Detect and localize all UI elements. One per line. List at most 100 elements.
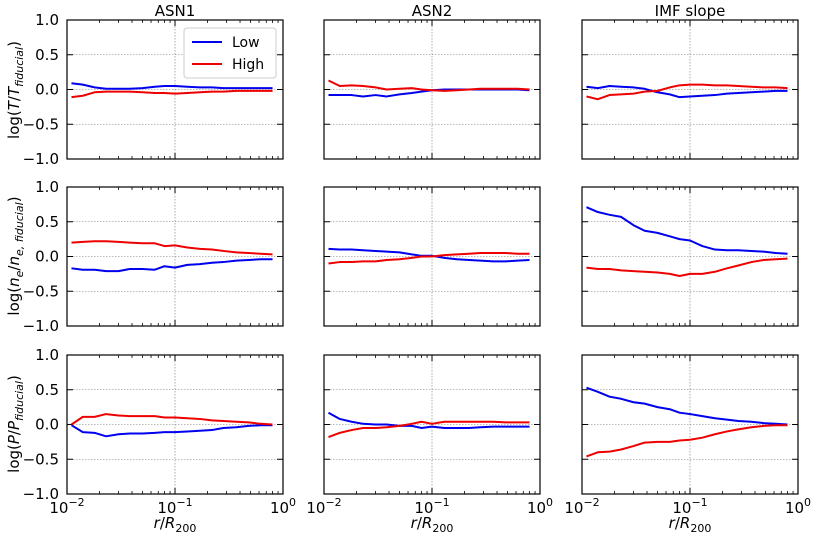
xlabel-asn1-sub: 200 (175, 522, 196, 535)
ylabel-pressure: log(P/Pfiducial) (5, 375, 26, 473)
panel-asn1-temperature-ytick-label: 1.0 (35, 11, 59, 29)
ylabel-temperature-var: T (5, 99, 23, 110)
ylabel-density-var2: n (5, 256, 23, 266)
xlabel-asn1-R: R (165, 514, 175, 532)
ylabel-temperature-close: ) (5, 41, 23, 47)
ylabel-temperature: log(T/Tfiducial) (5, 41, 26, 139)
panel-asn1-density-line-high (71, 240, 273, 256)
panel-asn2-pressure: 10−2 10−1 100 (306, 354, 553, 517)
panel-asn1-pressure-line-low (70, 424, 273, 438)
legend: Low High (183, 27, 277, 79)
panel-asn1-pressure-line-high (70, 413, 273, 426)
panel-imf-slope-temperature-frame (581, 19, 799, 160)
column-title-asn1: ASN1 (155, 2, 196, 20)
panel-asn1-temperature-line-low (71, 82, 273, 90)
panel-imf-slope-density (581, 186, 799, 327)
panel-imf-slope-pressure-xtick-label: 10−2 (564, 496, 599, 517)
panel-imf-slope-temperature-line-low (586, 85, 788, 99)
panel-imf-slope-pressure: 10−2 10−1 100 (564, 354, 811, 517)
legend-label-high: High (232, 57, 264, 73)
panel-imf-slope-density-line-low (586, 206, 788, 255)
panel-asn2-pressure-line-low (327, 411, 530, 429)
panel-imf-slope-density-line-high (586, 257, 788, 277)
panel-asn1-density-ytick-label: −0.5 (23, 282, 59, 300)
panel-asn1-density-frame (66, 186, 284, 327)
panel-asn1-temperature-line-high (71, 89, 273, 99)
ylabel-density-close: ) (5, 196, 23, 202)
column-title-asn2: ASN2 (412, 2, 453, 20)
legend-label-low: Low (232, 35, 260, 51)
ylabel-temperature-slash: / (5, 95, 23, 101)
panel-asn1-density-ytick-label: −1.0 (23, 317, 59, 335)
panel-imf-slope-pressure-frame (581, 354, 799, 495)
xlabel-asn2-sub: 200 (432, 522, 453, 535)
panel-asn2-pressure-xtick-label: 10−2 (306, 496, 341, 517)
panel-asn1-pressure-ytick-label: 0.5 (35, 381, 59, 399)
panel-imf-slope-density-frame (581, 186, 799, 327)
panel-asn2-temperature-frame (323, 19, 541, 160)
panel-asn1-density: 1.0 0.5 0.0 −0.5 −1.0 (23, 178, 284, 335)
panel-asn1-pressure-frame (66, 354, 284, 495)
ylabel-density: log(ne/ne, fiducial) (5, 196, 26, 315)
xlabel-asn2-R: R (422, 514, 432, 532)
panel-asn2-pressure-xtick-label: 10−1 (414, 496, 449, 517)
panel-asn2-pressure-xtick-label: 100 (527, 496, 553, 517)
panel-asn1-pressure-xtick-label: 10−1 (157, 496, 192, 517)
xlabel-asn2: r/R200 (411, 514, 454, 535)
xlabel-imf-slash: / (675, 514, 681, 532)
ylabel-density-sub1: e (13, 270, 26, 277)
ylabel-temperature-var2: T (5, 85, 23, 96)
ylabel-pressure-slash: / (5, 429, 23, 435)
panel-imf-slope-pressure-line-high (586, 424, 788, 458)
panel-asn1-pressure-ytick-label: −1.0 (23, 485, 59, 503)
ylabel-density-log: log( (5, 287, 23, 316)
panel-asn1-density-ytick-label: 1.0 (35, 178, 59, 196)
panel-asn1-pressure-ytick-label: −0.5 (23, 450, 59, 468)
xlabel-imf-slope: r/R200 (669, 514, 712, 535)
panel-asn1-temperature: 1.0 0.5 0.0 −0.5 −1.0 (23, 11, 284, 168)
panel-asn2-pressure-line-high (328, 420, 530, 438)
panel-imf-slope-temperature-line-high (586, 83, 788, 101)
panel-imf-slope-pressure-line-low (586, 386, 788, 426)
panel-asn1-temperature-ytick-label: −1.0 (23, 150, 59, 168)
panel-asn1-pressure-xtick-label: 100 (270, 496, 296, 517)
panel-asn1-pressure-ytick-label: 0.0 (35, 416, 59, 434)
panel-asn1-temperature-frame (66, 19, 284, 160)
panel-asn1-pressure-ytick-label: 1.0 (35, 346, 59, 364)
xlabel-asn2-r: r (411, 514, 418, 532)
panel-asn2-pressure-frame (323, 354, 541, 495)
ylabel-pressure-close: ) (5, 375, 23, 381)
ylabel-temperature-log: log( (5, 110, 23, 139)
panel-asn2-density-line-high (328, 252, 530, 265)
ylabel-pressure-var: P (5, 434, 23, 444)
legend-frame (183, 27, 277, 79)
xlabel-asn1-r: r (154, 514, 161, 532)
ylabel-density-sub2: e, fiducial (13, 202, 26, 256)
panel-asn2-density (323, 186, 541, 327)
panel-asn2-temperature (323, 19, 541, 160)
panel-asn1-density-ytick-label: 0.5 (35, 213, 59, 231)
panel-asn1-temperature-ytick-label: 0.5 (35, 46, 59, 64)
panel-asn2-density-frame (323, 186, 541, 327)
panel-grid: 1.0 0.5 0.0 −0.5 −1.0 1.0 0.5 0.0 −0.5 −1.0 1.0 0.5… (23, 11, 811, 517)
xlabel-asn1-slash: / (160, 514, 166, 532)
ylabel-pressure-var2: P (5, 420, 23, 430)
panel-imf-slope-temperature (581, 19, 799, 160)
ylabel-density-slash: / (5, 265, 23, 271)
ylabel-density-var: n (5, 277, 23, 287)
column-title-imf-slope: IMF slope (655, 2, 726, 20)
ylabel-temperature-sub: fiducial (13, 47, 26, 87)
panel-asn1-temperature-ytick-label: 0.0 (35, 81, 59, 99)
xlabel-imf-r: r (669, 514, 676, 532)
panel-imf-slope-pressure-xtick-label: 10−1 (672, 496, 707, 517)
ylabel-pressure-log: log( (5, 444, 23, 473)
panel-imf-slope-pressure-xtick-label: 100 (785, 496, 811, 517)
panel-asn1-pressure-xtick-label: 10−2 (49, 496, 84, 517)
panel-asn1-temperature-ytick-label: −0.5 (23, 115, 59, 133)
panel-asn1-density-line-low (71, 258, 273, 273)
xlabel-asn1: r/R200 (154, 514, 197, 535)
panel-asn1-pressure: 1.0 0.5 0.0 −0.5 −1.010−2 10−1 100 (23, 346, 296, 517)
xlabel-imf-R: R (680, 514, 690, 532)
xlabel-imf-sub: 200 (690, 522, 711, 535)
